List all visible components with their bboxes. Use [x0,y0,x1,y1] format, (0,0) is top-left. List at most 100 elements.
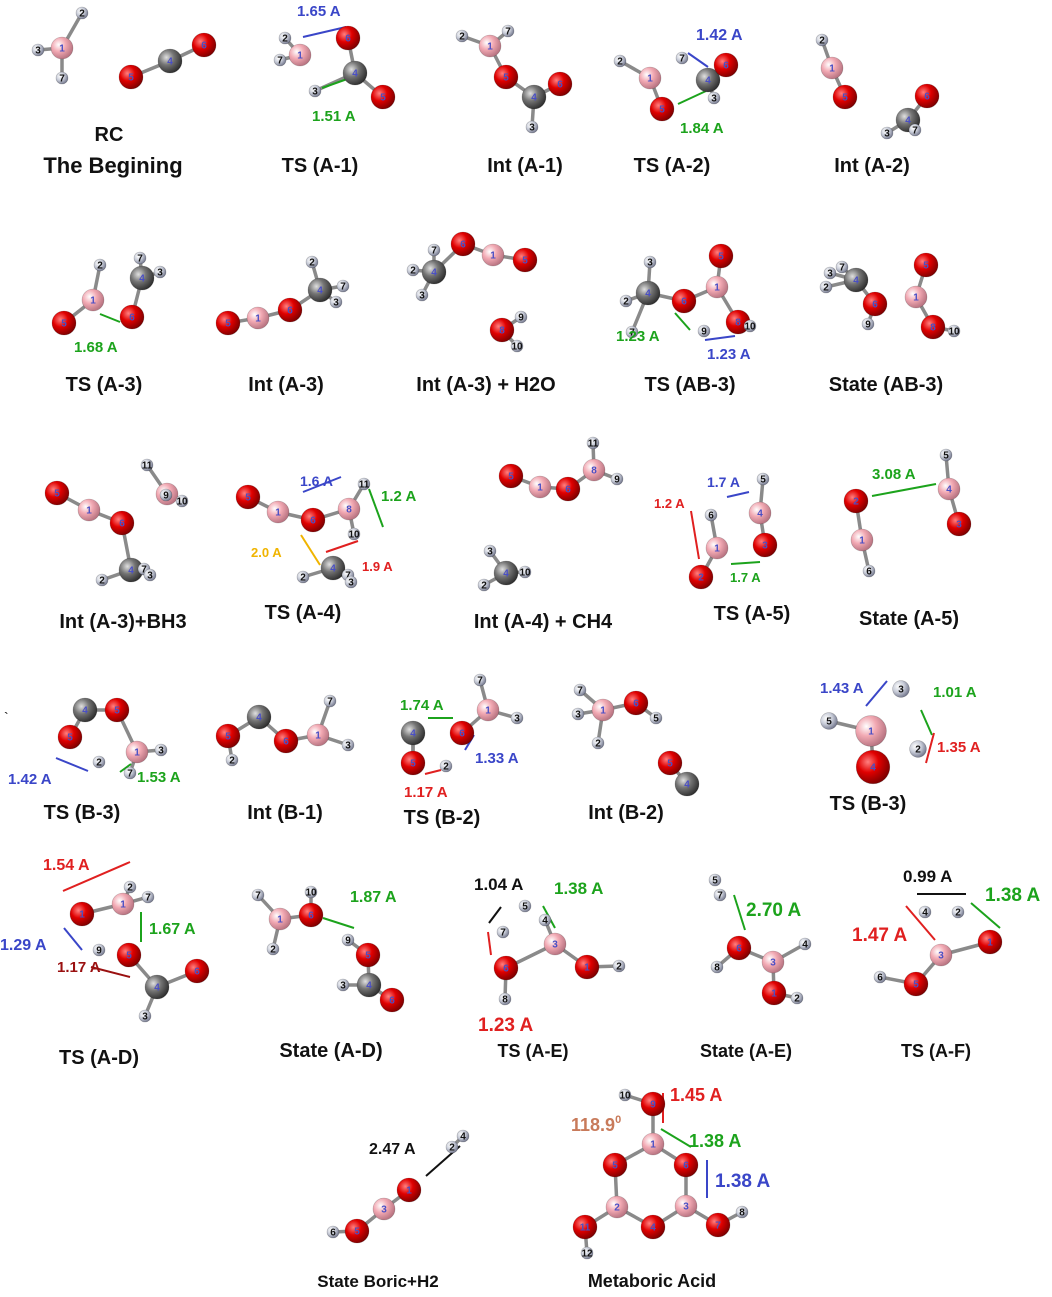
int-a3-h2o-oxygen-atom [450,231,476,257]
metaboric-acid-atom-number: 3 [683,1202,689,1213]
ts-a5-atom-number: 1 [714,544,720,555]
distance-label: 1.2 A [381,488,416,505]
ts-a2-hydrogen-atom [707,91,721,105]
state-ab3-hydrogen-atom [823,266,837,280]
ts-a3-atom-number: 7 [137,254,143,265]
ts-ae-atom-number: 3 [552,940,558,951]
metaboric-acid-atom-number: 8 [739,1208,745,1219]
ts-ab3-atom-number: 5 [718,252,724,263]
ts-a1-oxygen-atom [335,25,361,51]
int-a4-ch4-hydrogen-atom [477,578,491,592]
ts-b2-hydrogen-atom [510,711,524,725]
int-a3-h2o-hydrogen-atom [510,339,524,353]
ts-a5-hydrogen-atom [704,508,718,522]
ts-ad-hydrogen-atom [138,1009,152,1023]
ts-a1-hydrogen-atom [308,84,322,98]
state-boric-h2-atom-number: 1 [406,1186,412,1197]
int-a3-h2o-atom-number: 9 [518,313,524,324]
ts-a2-atom-number: 5 [659,105,665,116]
distance-label: 1.38 A [715,1171,771,1192]
ts-ad-atom-number: 1 [120,900,126,911]
ts-ad-atom-number: 9 [96,946,102,957]
distance-line [905,905,936,941]
int-a1-atom-number: 5 [503,73,509,84]
state-ab3-oxygen-atom [862,291,888,317]
int-b1-atom-number: 2 [229,756,235,767]
distance-label: 1.38 A [689,1131,741,1151]
metaboric-acid-hydrogen-atom [618,1088,632,1102]
state-ae-oxygen-atom [761,980,787,1006]
distance-line [920,709,933,736]
state-ab3-oxygen-atom [913,252,939,278]
distance-label: 1.74 A [400,697,444,714]
int-a2-boron-atom [820,56,844,80]
int-a2-atom-number: 7 [912,126,918,137]
int-b2-atom-number: 6 [633,699,639,710]
state-a5-atom-number: 5 [943,451,949,462]
ts-a2-carbon-atom [695,67,721,93]
ts-b2-oxygen-atom [400,750,426,776]
ts-a5-hydrogen-atom [756,472,770,486]
ts-b2-hydrogen-atom [439,759,453,773]
int-a3-h2o-hydrogen-atom [427,243,441,257]
int-a4-ch4-atom-number: 1 [537,483,543,494]
state-ab3-atom-number: 9 [865,320,871,331]
int-a2-atom-number: 3 [884,129,890,140]
int-a3-h2o-atom-number: 2 [410,266,416,277]
ts-ab3-hydrogen-atom [643,255,657,269]
state-boric-h2-atom-number: 5 [354,1227,360,1238]
int-a4-ch4-hydrogen-atom [586,436,600,450]
distance-label: 1.23 A [478,1015,534,1036]
int-b2-atom-number: 2 [595,739,601,750]
state-ab3-hydrogen-atom [835,260,849,274]
int-a3-carbon-atom [307,277,333,303]
ts-af-atom-number: 6 [877,973,883,984]
ts-b2-atom-number: 6 [459,729,465,740]
ts-b1-oxygen-atom [57,724,83,750]
int-a3-h2o-oxygen-atom [489,317,515,343]
rc-atom-number: 1 [59,44,65,55]
state-ae-atom-number: 4 [802,940,808,951]
rc-hydrogen-atom [55,71,69,85]
ts-b3-atom-number: 3 [898,685,904,696]
ts-b3-hydrogen-atom [820,712,838,730]
state-ab3-atom-number: 5 [923,261,929,272]
ts-ab3-boron-atom [705,275,729,299]
int-b1-hydrogen-atom [225,753,239,767]
int-a3-h2o-atom-number: 6 [460,240,466,251]
int-a3-bh3-atom-number: 1 [86,506,92,517]
state-ab3-carbon-atom [843,267,869,293]
ts-b1-atom-number: 3 [158,746,164,757]
state-ae-hydrogen-atom [710,960,724,974]
ts-ad-atom-number: 5 [126,951,132,962]
distance-line [487,931,492,956]
ts-a5-atom-number: 4 [757,509,763,520]
int-b2-atom-number: 5 [653,714,659,725]
distance-line [119,763,132,773]
ts-af-atom-number: 5 [913,980,919,991]
ts-ae-atom-number: 7 [500,928,506,939]
state-ad-oxygen-atom [355,942,381,968]
int-a2-atom-number: 1 [829,64,835,75]
state-ab3-hydrogen-atom [947,324,961,338]
ts-ab3-atom-number: 7 [629,328,635,339]
int-a3-bh3-atom-number: 9 [163,491,169,502]
int-a1-atom-number: 4 [531,93,537,104]
ts-ab3-atom-number: 4 [645,289,651,300]
state-ad-hydrogen-atom [304,885,318,899]
distance-label: 1.2 A [654,496,685,511]
ts-a4-hydrogen-atom [357,477,371,491]
rc-atom-number: 5 [128,73,134,84]
int-a1-oxygen-atom [493,64,519,90]
metaboric-acid-oxygen-atom [640,1214,666,1240]
int-a3-h2o-hydrogen-atom [514,310,528,324]
ts-a2-atom-number: 7 [679,54,685,65]
distance-label: 2.0 A [251,545,282,560]
state-boric-h2-hydrogen-atom [326,1225,340,1239]
metaboric-acid-atom-number: 2 [614,1203,620,1214]
state-ae-boron-atom [761,950,785,974]
stray-mark: ` [4,709,9,725]
distance-label: 1.43 A [820,680,864,697]
rc-caption: RC [95,124,124,146]
distance-label: 1.65 A [297,3,341,20]
